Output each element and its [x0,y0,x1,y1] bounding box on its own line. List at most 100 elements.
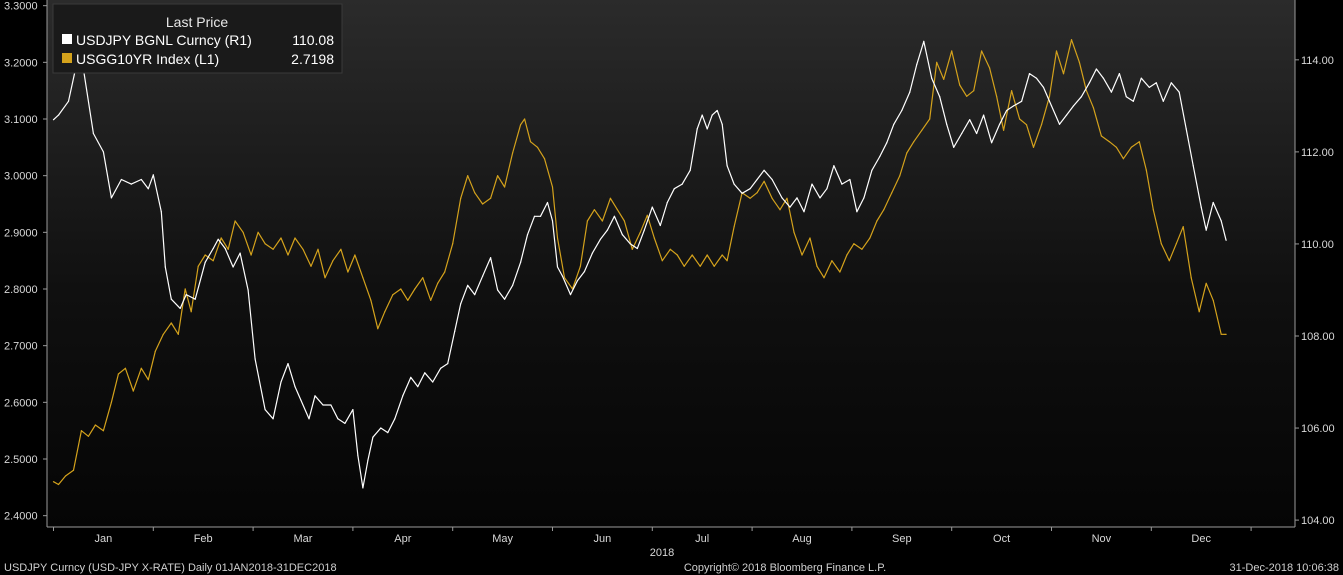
data-point-us10y-134 [1040,124,1043,126]
data-point-us10y-81 [646,214,648,216]
data-point-usdjpy-68 [551,220,554,222]
x-tick-label-dec: Dec [1191,533,1211,545]
data-point-us10y-150 [1160,243,1162,245]
data-point-usdjpy-104 [803,211,805,213]
data-point-us10y-6 [94,424,96,426]
data-point-us10y-154 [1190,277,1192,279]
data-point-us10y-102 [801,254,803,256]
data-point-usdjpy-102 [789,206,791,208]
data-point-us10y-9 [117,373,119,375]
data-point-us10y-127 [989,67,991,69]
x-tick-label-apr: Apr [394,533,411,545]
series-layer [52,39,1227,489]
right-tick-label-5: 114.00 [1301,55,1334,67]
x-tick-label-sep: Sep [892,533,912,545]
data-point-usdjpy-78 [621,234,624,236]
data-point-us10y-157 [1212,299,1214,301]
data-point-usdjpy-50 [424,372,426,374]
data-point-us10y-124 [966,95,968,97]
legend-value-usdjpy: 110.08 [292,32,334,48]
data-point-usdjpy-36 [330,404,332,406]
data-point-us10y-137 [1062,73,1065,75]
data-point-us10y-147 [1138,141,1140,143]
data-point-usdjpy-28 [272,418,274,420]
data-point-us10y-98 [771,197,773,199]
data-point-us10y-101 [793,231,795,233]
data-point-us10y-65 [529,141,532,143]
data-point-us10y-11 [132,390,134,392]
data-point-us10y-91 [721,254,723,256]
data-point-usdjpy-112 [863,197,865,199]
data-point-us10y-59 [490,197,492,199]
data-point-usdjpy-116 [893,123,895,125]
data-point-us10y-52 [437,282,439,284]
data-point-us10y-151 [1168,260,1170,262]
data-point-usdjpy-160 [1220,220,1222,222]
left-tick-label-8: 3.2000 [4,57,38,69]
data-point-us10y-138 [1070,39,1073,41]
data-point-us10y-100 [786,197,788,199]
data-point-usdjpy-140 [1072,105,1075,107]
data-point-usdjpy-54 [454,330,456,332]
data-point-us10y-133 [1032,146,1035,148]
data-point-usdjpy-87 [689,169,691,171]
data-point-usdjpy-6 [102,151,104,153]
data-point-usdjpy-7 [110,197,112,199]
data-point-usdjpy-93 [721,123,723,125]
data-point-usdjpy-141 [1080,96,1082,98]
series-line-us10y [53,39,1227,486]
data-point-us10y-50 [422,277,424,279]
series-points-us10y [52,39,1227,486]
data-point-usdjpy-151 [1155,82,1157,84]
data-point-usdjpy-8 [120,178,122,181]
data-point-us10y-33 [294,237,296,239]
data-point-usdjpy-90 [706,128,708,130]
data-point-usdjpy-84 [666,201,668,204]
data-point-us10y-86 [683,265,685,267]
data-point-usdjpy-125 [961,132,963,135]
data-point-us10y-87 [691,254,693,256]
data-point-usdjpy-80 [636,247,638,250]
legend-value-us10y: 2.7198 [291,51,334,67]
data-point-us10y-10 [124,367,126,369]
data-point-usdjpy-29 [280,381,282,383]
data-point-usdjpy-25 [247,289,249,291]
data-point-us10y-96 [756,192,758,194]
data-point-us10y-58 [482,203,484,205]
right-tick-label-4: 112.00 [1301,147,1334,159]
data-point-us10y-97 [763,180,765,182]
data-point-us10y-107 [839,271,841,273]
data-point-us10y-159 [1225,333,1227,335]
data-point-usdjpy-103 [796,197,798,199]
data-point-usdjpy-19 [204,261,206,263]
data-point-us10y-16 [170,322,172,324]
data-point-us10y-80 [639,231,641,233]
data-point-usdjpy-58 [482,275,484,277]
data-point-usdjpy-73 [583,271,586,273]
data-point-us10y-105 [823,277,825,279]
data-point-usdjpy-30 [287,363,289,365]
data-point-us10y-85 [676,254,678,256]
data-point-usdjpy-49 [417,386,419,388]
data-point-usdjpy-81 [643,229,645,231]
data-point-us10y-55 [460,197,462,199]
data-point-us10y-3 [72,469,75,471]
data-point-usdjpy-22 [224,247,226,250]
data-point-usdjpy-135 [1035,77,1038,79]
legend-label-us10y: USGG10YR Index (L1) [76,51,219,67]
data-point-us10y-111 [869,237,871,239]
data-point-usdjpy-51 [432,381,434,383]
data-point-usdjpy-110 [849,178,851,181]
data-point-us10y-92 [726,260,728,262]
data-point-usdjpy-1 [57,114,60,116]
data-point-usdjpy-131 [1006,109,1008,112]
data-point-us10y-67 [543,158,546,160]
data-point-us10y-130 [1011,90,1013,92]
data-point-us10y-26 [242,231,244,233]
data-point-usdjpy-124 [953,146,955,148]
data-point-us10y-15 [162,333,164,335]
data-point-usdjpy-138 [1058,123,1061,125]
data-point-us10y-32 [287,254,289,256]
data-point-usdjpy-152 [1162,100,1164,102]
data-point-us10y-114 [891,192,893,194]
